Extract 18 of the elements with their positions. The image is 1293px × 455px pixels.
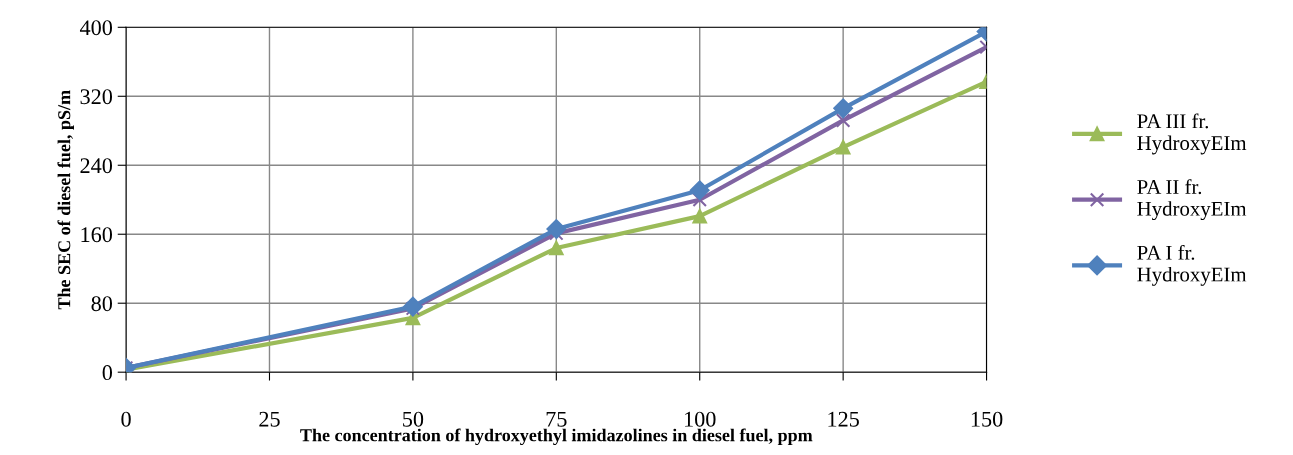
x-tick-label: 150 — [971, 411, 1003, 427]
y-tick-label: 80 — [91, 296, 113, 312]
x-axis-title: The concentration of hydroxyethyl imidazolines in diesel fuel, ppm — [300, 428, 813, 446]
y-tick-label: 400 — [79, 20, 113, 36]
x-tick-label: 100 — [685, 411, 716, 427]
y-tick-label: 320 — [80, 89, 113, 105]
x-tick-label: 50 — [403, 411, 424, 427]
y-axis-title: The SEC of diesel fuel, pS/m — [57, 90, 74, 310]
legend-label: PA II fr. HydroxyEIm — [1137, 179, 1247, 221]
x-tick-label: 0 — [121, 411, 131, 427]
legend-label: PA III fr. HydroxyEIm — [1137, 113, 1247, 155]
x-tick-label: 125 — [828, 411, 859, 427]
y-tick-label: 0 — [102, 365, 113, 381]
x-tick-label: 75 — [546, 411, 567, 427]
legend-label: PA I fr. HydroxyEIm — [1137, 244, 1247, 286]
x-tick-label: 25 — [259, 411, 280, 427]
y-tick-label: 240 — [80, 158, 113, 174]
y-tick-label: 160 — [81, 227, 113, 243]
